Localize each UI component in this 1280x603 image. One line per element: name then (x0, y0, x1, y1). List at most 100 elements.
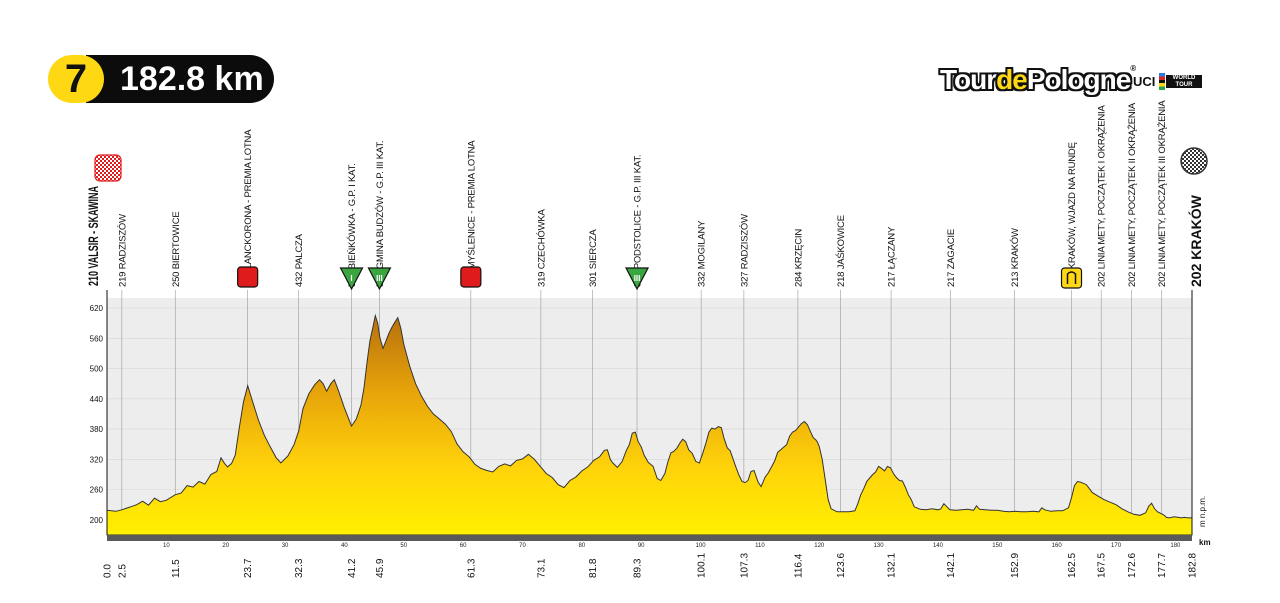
km-label: 73.1 (536, 558, 547, 578)
x-tick-label: 160 (1052, 543, 1063, 549)
finish-block: 202 KRAKÓW (1180, 147, 1208, 535)
waypoint-markers: I III III (237, 266, 1083, 291)
waypoint-label: 301 SIERCZA (588, 229, 599, 287)
elevation-area (106, 313, 1193, 536)
km-label: 123.6 (836, 553, 847, 578)
waypoint-label: 217 ŁĄCZANY (887, 226, 898, 287)
y-axis-label: m n.p.m. (1198, 496, 1207, 527)
waypoint-label: 568 BIEŃKÓWKA - G.P. I KAT. (347, 163, 358, 287)
waypoint-label: 204 KRAKÓW, WJAZD NA RUNDĘ (1067, 142, 1078, 287)
climb-category: I (350, 274, 352, 283)
x-axis-label: km (1199, 538, 1211, 547)
x-tick-label: 170 (1111, 543, 1122, 549)
uci-logo: UCI (1133, 74, 1156, 89)
km-label: 172.6 (1127, 553, 1138, 578)
km-label: 61.3 (466, 558, 477, 578)
km-label: 100.1 (697, 553, 708, 578)
km-label: 2.5 (117, 564, 128, 578)
km-label: 182.8 (1188, 553, 1199, 578)
km-label: 107.3 (739, 553, 750, 578)
waypoint-label: 284 KRZĘCIN (793, 229, 804, 287)
x-tick-label: 100 (696, 543, 707, 549)
waypoint-labels: 219 RADZISZÓW 250 BIERTOWICE 466 LANCKORON… (117, 100, 1168, 287)
km-label: 162.5 (1067, 553, 1078, 578)
logo-wordmark: TourdePologne® (940, 64, 1136, 96)
start-block: 210 VALSIR - SKAWINA (85, 154, 122, 535)
km-label: 116.4 (793, 553, 804, 578)
y-tick-label: 200 (90, 516, 104, 525)
km-label: 0.0 (103, 564, 114, 578)
waypoint-label: 432 PALCZA (294, 233, 305, 287)
km-label: 177.7 (1157, 553, 1168, 578)
sprint-marker-icon (460, 266, 482, 288)
x-tick-label: 10 (163, 543, 170, 549)
stage-distance: 182.8 km (86, 55, 274, 103)
waypoint-label: 363 PODSTOLICE - G.P. III KAT. (633, 155, 644, 287)
km-label: 167.5 (1097, 553, 1108, 578)
km-label: 32.3 (294, 558, 305, 578)
y-tick-label: 620 (90, 304, 104, 313)
uci-rainbow-icon (1159, 73, 1165, 90)
climb-marker-icon (625, 267, 650, 291)
waypoint-label: 219 RADZISZÓW (117, 214, 128, 287)
x-tick-label: 90 (638, 543, 645, 549)
waypoint-label: 202 LINIA METY, POCZĄTEK III OKRĄŻENIA (1157, 100, 1168, 287)
x-tick-label: 30 (282, 543, 289, 549)
climb-marker-icon (367, 267, 392, 291)
km-label: 152.9 (1010, 553, 1021, 578)
stage-badge: 182.8 km 7 (48, 55, 274, 103)
start-label: 210 VALSIR - SKAWINA (85, 186, 101, 286)
y-tick-label: 440 (90, 395, 104, 404)
waypoint-label: 571 GMINA BUDZÓW - G.P. III KAT. (375, 141, 386, 287)
y-tick-label: 560 (90, 334, 104, 343)
y-tick-label: 500 (90, 365, 104, 374)
circuit-arrow-icon (1066, 271, 1077, 284)
km-label: 45.9 (375, 558, 386, 578)
x-tick-label: 50 (400, 543, 407, 549)
y-tick-label: 260 (90, 486, 104, 495)
waypoint-label: 217 ZAGACIE (946, 229, 957, 287)
x-tick-label: 130 (874, 543, 885, 549)
km-label: 41.2 (347, 558, 358, 578)
y-axis: 200 260 320 380 440 500 560 620 (90, 304, 104, 525)
logo-registered: ® (1130, 64, 1136, 73)
km-label: 89.3 (633, 558, 644, 578)
x-tick-label: 120 (814, 543, 825, 549)
x-tick-label: 70 (519, 543, 526, 549)
km-labels: 0.0 2.5 11.5 23.7 32.3 41.2 45.9 61.3 73.1 81.8 89… (103, 553, 1199, 578)
sprint-marker-icon (237, 266, 259, 288)
waypoint-label: 466 LANCKORONA - PREMIA LOTNA (243, 129, 254, 287)
x-tick-label: 180 (1170, 543, 1181, 549)
logo-word-pologne: Pologne (1026, 64, 1131, 95)
km-label: 23.7 (243, 558, 254, 578)
km-bar (107, 535, 1192, 541)
waypoint-label: 332 MOGILANY (697, 220, 708, 287)
x-axis: 10 20 30 40 50 60 70 80 90 100 110 120 130 140 150 160 1… (163, 543, 1181, 549)
x-tick-label: 20 (222, 543, 229, 549)
waypoint-label: 301 MYŚLENICE - PREMIA LOTNA (465, 140, 477, 287)
tour-de-pologne-logo: TourdePologne® UCI WORLD TOUR (940, 64, 1205, 104)
x-tick-label: 60 (460, 543, 467, 549)
finish-label: 202 KRAKÓW (1187, 194, 1204, 287)
climb-marker-icon (339, 267, 364, 291)
waypoint-label: 327 RADZISZÓW (739, 214, 750, 287)
x-tick-label: 40 (341, 543, 348, 549)
km-label: 132.1 (887, 553, 898, 578)
y-tick-label: 380 (90, 425, 104, 434)
logo-word-tour: Tour (940, 64, 997, 95)
x-tick-label: 110 (755, 543, 765, 549)
climb-category: III (376, 274, 383, 283)
x-tick-label: 140 (933, 543, 944, 549)
km-label: 11.5 (171, 559, 182, 578)
stage-number: 7 (48, 55, 104, 103)
waypoint-label: 319 CZECHÓWKA (536, 208, 547, 287)
km-label: 81.8 (588, 558, 599, 578)
waypoint-label: 218 JAŚKOWICE (835, 215, 847, 287)
waypoint-label: 202 LINIA METY, POCZĄTEK I OKRĄŻENIA (1097, 105, 1108, 287)
waypoint-label: 213 KRAKÓW (1010, 228, 1021, 287)
x-tick-label: 150 (992, 543, 1003, 549)
finish-flag-icon (1180, 147, 1208, 175)
km-label: 142.1 (946, 553, 957, 578)
waypoint-label: 202 LINIA METY, POCZĄTEK II OKRĄŻENIA (1127, 102, 1138, 287)
